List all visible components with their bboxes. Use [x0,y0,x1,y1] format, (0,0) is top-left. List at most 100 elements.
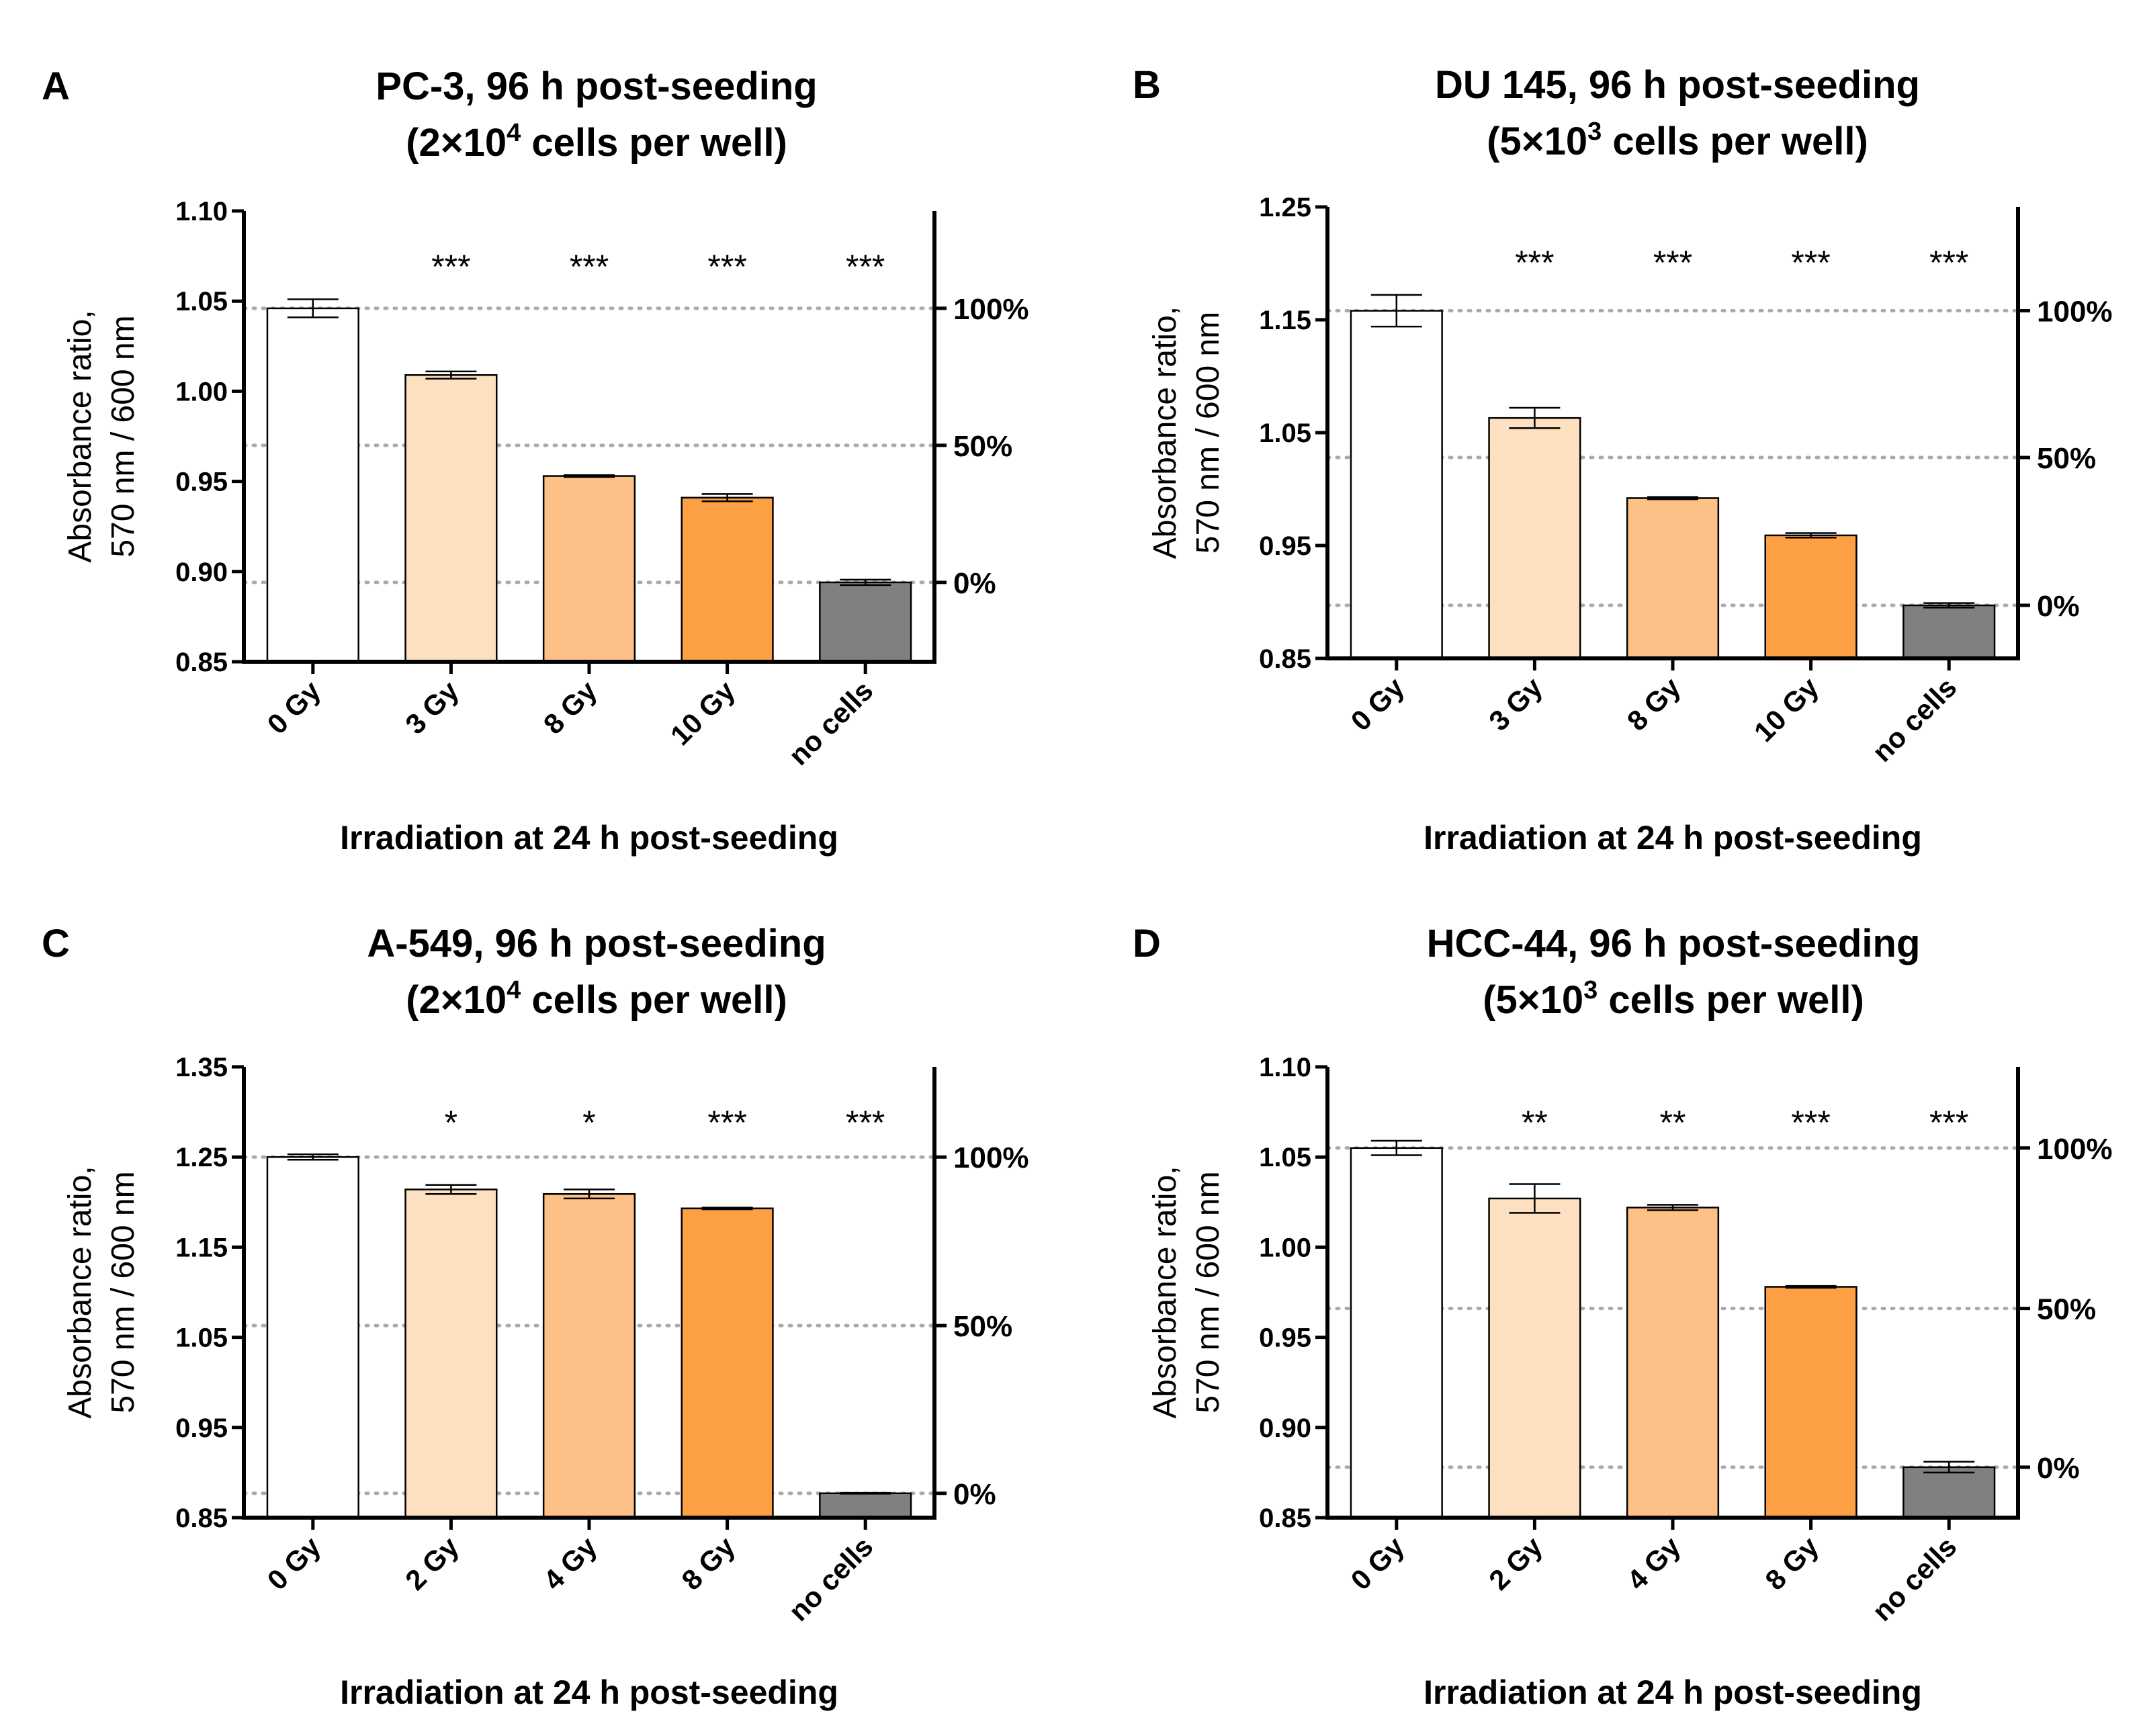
significance-mark: *** [1929,1104,1968,1141]
y-tick-label: 0.95 [1259,1323,1311,1353]
error-bar [425,370,477,380]
bar [681,1207,774,1519]
panel-letter: C [42,922,70,965]
panel-letter: A [42,64,70,108]
x-axis-title: Irradiation at 24 h post-seeding [1424,1674,1922,1711]
x-tick-label: 3 Gy [1483,671,1548,737]
subtitle-exponent: 3 [1583,976,1598,1004]
y-tick-label: 0.85 [175,1504,228,1533]
y-tick-label: 0.85 [175,648,228,677]
significance-mark: *** [846,248,885,286]
error-bar [1785,532,1837,539]
y-axis-title: Absorbance ratio, 570 nm / 600 nm [1147,306,1226,559]
y-tick-label: 1.25 [175,1143,228,1172]
y-tick-label: 1.05 [1259,419,1311,448]
right-axis-label: 50% [2037,1293,2096,1326]
error-bar [701,493,753,503]
bar [542,1192,636,1519]
right-axis-label: 50% [953,430,1012,463]
y-axis-title-line1: Absorbance ratio, [1147,306,1183,559]
x-tick-label: 4 Gy [1621,1530,1687,1596]
y-tick-label: 1.15 [175,1233,228,1262]
x-tick-label: 0 Gy [261,1530,327,1596]
subtitle-prefix: (2×10 [406,121,507,165]
x-axis-title: Irradiation at 24 h post-seeding [340,1674,838,1711]
chart-title: DU 145, 96 h post-seeding [1435,63,1920,107]
chart-title: PC-3, 96 h post-seeding [376,64,817,108]
x-tick-label: 8 Gy [675,1530,741,1596]
error-bar [1923,1461,1975,1474]
error-bar [1923,602,1975,609]
significance-mark: *** [1515,244,1554,281]
error-bar [1647,496,1698,501]
bar [1903,1466,1996,1519]
right-axis-label: 50% [953,1310,1012,1343]
error-bar [564,474,615,478]
bar [681,496,774,663]
x-tick-label: 10 Gy [664,675,742,752]
bar [404,374,498,663]
bar [266,1156,359,1519]
chart-title: A-549, 96 h post-seeding [367,922,826,965]
error-bar [425,1184,477,1195]
y-tick-label: 1.05 [1259,1143,1311,1172]
subtitle-suffix: cells per well) [1602,120,1868,163]
x-tick-label: 8 Gy [1621,671,1687,737]
significance-mark: ** [1522,1104,1548,1141]
y-tick-label: 1.15 [1259,306,1311,335]
x-tick-label: 0 Gy [261,675,327,740]
chart-subtitle: (5×103 cells per well) [1483,976,1864,1022]
significance-mark: *** [1929,244,1968,281]
subtitle-exponent: 3 [1587,118,1602,146]
y-tick-label: 0.95 [175,468,228,497]
x-tick-label: 3 Gy [399,675,465,740]
chart-subtitle: (2×104 cells per well) [406,119,787,165]
bar [819,1492,912,1519]
subtitle-prefix: (5×10 [1483,978,1583,1022]
x-tick-label: 8 Gy [537,675,603,740]
error-bar [1370,294,1422,328]
significance-mark: * [445,1104,457,1141]
x-tick-label: 0 Gy [1345,1530,1411,1596]
bar [542,475,636,663]
error-bar [287,1153,339,1161]
panel-letter: D [1133,922,1161,965]
bar [1764,1286,1857,1519]
x-tick-label: 8 Gy [1759,1530,1825,1596]
subtitle-prefix: (2×10 [406,978,507,1022]
error-bar [1647,1204,1698,1211]
right-axis-label: 50% [2037,442,2096,475]
error-bar [840,578,891,587]
y-tick-label: 1.00 [175,377,228,406]
y-tick-label: 1.10 [175,197,228,226]
y-axis-title-line1: Absorbance ratio, [62,310,98,562]
y-tick-label: 1.05 [175,287,228,316]
significance-mark: *** [1791,1104,1830,1141]
y-axis-title-line2: 570 nm / 600 nm [1190,1171,1226,1413]
y-tick-label: 0.85 [1259,644,1311,674]
subtitle-exponent: 4 [507,119,521,147]
y-tick-label: 0.85 [1259,1504,1311,1533]
subtitle-exponent: 4 [507,976,521,1004]
x-axis-title: Irradiation at 24 h post-seeding [340,819,838,857]
subtitle-prefix: (5×10 [1487,120,1587,163]
x-tick-label: no cells [1866,671,1963,768]
error-bar [287,298,339,318]
right-axis-label: 0% [2037,590,2080,623]
error-bar [1509,406,1561,429]
chart-panel-d: D HCC-44, 96 h post-seeding (5×103 cells p… [1133,922,2113,1711]
panel-letter: B [1133,63,1161,107]
subtitle-suffix: cells per well) [521,978,787,1022]
y-tick-label: 1.05 [175,1323,228,1353]
right-axis-label: 0% [953,1478,996,1511]
x-tick-label: 2 Gy [1483,1530,1548,1596]
chart-panel-a: A PC-3, 96 h post-seeding (2×104 cells per… [42,64,1029,857]
right-axis-label: 100% [2037,1133,2113,1166]
error-bar [564,1188,615,1200]
y-axis-title-line2: 570 nm / 600 nm [105,1171,141,1413]
significance-mark: *** [570,248,609,286]
x-tick-label: no cells [783,1530,879,1627]
y-axis-title: Absorbance ratio, 570 nm / 600 nm [62,310,141,562]
bar [1488,417,1581,660]
